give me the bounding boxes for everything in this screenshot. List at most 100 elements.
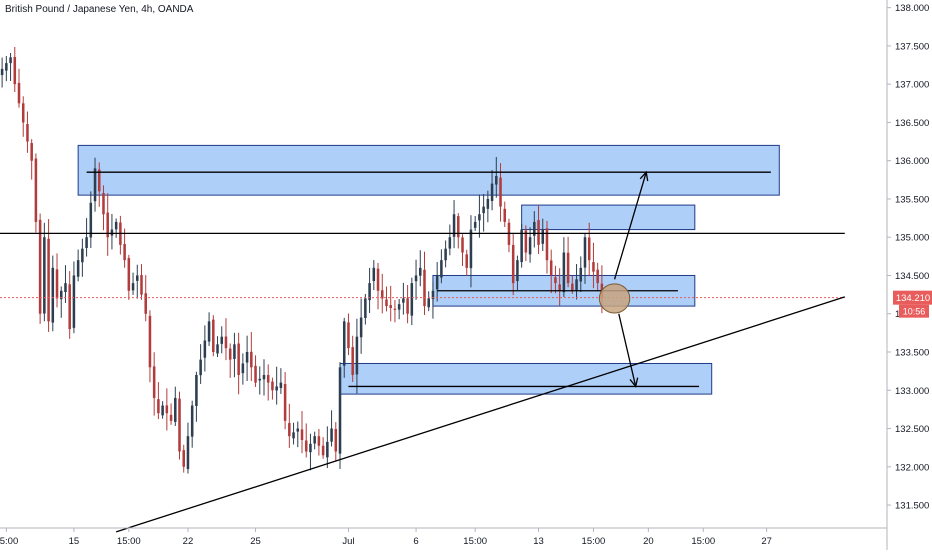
candle-body (351, 347, 354, 375)
candle-body (473, 221, 477, 228)
demand-zone-low (339, 362, 713, 395)
bullish-projection-arrow (613, 171, 647, 280)
candle-body (152, 366, 156, 398)
candle-body (486, 198, 490, 209)
candle-body (444, 248, 447, 261)
supply-zone-mid (521, 204, 696, 231)
candle-body (182, 450, 186, 467)
time-tick-label: 15 (69, 536, 80, 547)
candle-body (207, 321, 211, 342)
candle-body (174, 397, 177, 422)
time-tick-label: 25 (250, 536, 261, 547)
time-tick-label: 13 (533, 536, 544, 547)
candle-body (313, 436, 316, 444)
supply-zone-top (77, 144, 780, 196)
candle-body (397, 304, 401, 310)
candle-body (334, 428, 338, 452)
candle-body (406, 298, 409, 314)
candle-body (157, 399, 160, 414)
price-tag-value: 134.210 (896, 293, 930, 304)
candle-body (440, 260, 443, 278)
candle-body (478, 214, 481, 221)
zones-layer (77, 144, 780, 395)
candle-body (199, 359, 202, 376)
candle-body (533, 221, 536, 236)
candle-body (55, 269, 59, 299)
price-tick-label: 137.000 (895, 80, 929, 91)
candle-body (499, 177, 502, 207)
candle-body (368, 283, 371, 301)
candle-body (131, 283, 135, 291)
candle-body (258, 378, 262, 381)
candle-body (304, 440, 308, 452)
candle-body (326, 441, 329, 458)
price-tick-label: 135.000 (895, 233, 929, 244)
candle-body (144, 293, 147, 314)
candle-body (241, 363, 245, 374)
candle-body (541, 229, 545, 244)
candle-body (300, 429, 304, 440)
price-tick-label: 133.500 (895, 348, 929, 359)
candle-body (549, 260, 553, 276)
candle-body (520, 229, 523, 263)
candle-body (448, 237, 452, 249)
candle-body (110, 229, 114, 236)
candle-body (338, 367, 342, 454)
candle-body (169, 414, 173, 421)
candle-body (587, 237, 591, 261)
candle-body (275, 386, 278, 391)
candle-body (148, 315, 152, 368)
candle-body (165, 405, 169, 414)
candle-body (490, 183, 494, 201)
candle-body (26, 124, 29, 142)
candle-body (34, 158, 38, 222)
candle-body (237, 343, 240, 375)
candle-body (410, 283, 414, 316)
price-tag-box (893, 290, 932, 305)
candle-body (250, 351, 253, 368)
candle-body (516, 260, 519, 282)
candle-body (224, 336, 228, 349)
candle-body (59, 290, 63, 300)
candle-body (364, 298, 367, 318)
candle-body (372, 267, 376, 281)
candle-body (85, 237, 88, 249)
candle-body (524, 230, 528, 253)
candle-body (89, 202, 93, 238)
candle-body (38, 219, 42, 314)
candle-body (592, 262, 595, 272)
candle-body (190, 405, 194, 437)
price-tick-label: 138.000 (895, 3, 929, 14)
candle-body (271, 381, 274, 391)
candle-body (385, 299, 388, 307)
candle-body (389, 305, 392, 308)
candle-body (330, 428, 333, 442)
price-axis[interactable]: 131.500132.000132.500133.000133.500134.0… (886, 0, 929, 550)
time-tick-label: 6 (413, 536, 418, 547)
candle-body (528, 237, 532, 255)
time-tick-label: 15:00 (582, 536, 606, 547)
candle-body (423, 269, 426, 307)
candle-body (140, 275, 143, 295)
candle-body (68, 284, 71, 330)
bullish-projection-arrow-head (639, 170, 649, 182)
candle-body (575, 279, 578, 292)
candle-body (292, 432, 295, 439)
candle-body (393, 308, 397, 310)
price-tick-label: 133.000 (895, 386, 929, 397)
price-tick-label: 136.000 (895, 156, 929, 167)
candle-body (17, 82, 21, 104)
chart-title: British Pound / Japanese Yen, 4h, OANDA (5, 4, 194, 15)
candle-body (106, 212, 109, 238)
time-tick-label: 15:00 (0, 536, 18, 547)
time-tick-label: 27 (761, 536, 772, 547)
candle-body (288, 423, 291, 437)
time-axis[interactable]: 15:00 15 15:00 22 25 Jul 6 15:00 13 15:00 20 15:00 2… (0, 527, 887, 547)
candle-body (30, 143, 33, 161)
candle-body (136, 275, 139, 281)
time-tick-label: 22 (183, 536, 194, 547)
candle-body (233, 344, 236, 359)
price-tick-label: 132.000 (895, 462, 929, 473)
